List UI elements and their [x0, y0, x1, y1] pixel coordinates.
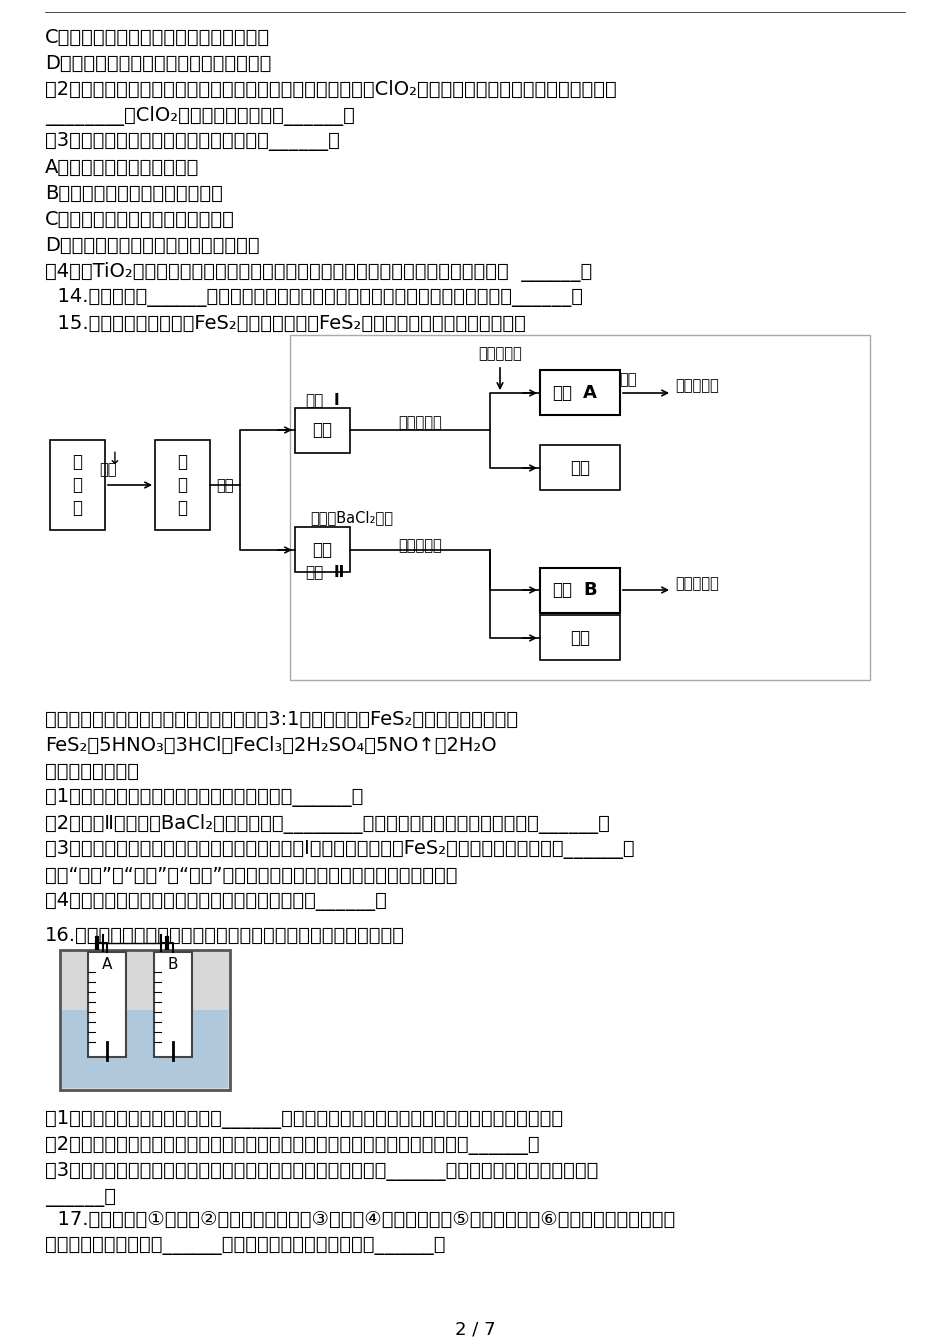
Text: II: II	[334, 564, 345, 581]
Text: 溶液: 溶液	[313, 422, 332, 439]
Text: 「2」在水的净化过程中，常用活性炭去除异味和色素，并参加ClO₂进行杀菌和消毒。其中活性炭的作用是: 「2」在水的净化过程中，常用活性炭去除异味和色素，并参加ClO₂进行杀菌和消毒。…	[45, 81, 617, 99]
Text: 「3」上图是实验室电解水的简易装置。用量筒代替试管的优点是______。试写出电解水的化学方程式: 「3」上图是实验室电解水的简易装置。用量筒代替试管的优点是______。试写出电…	[45, 1163, 598, 1181]
Text: 「1」自然界的水依次通过沉降、______、吸附、消毒等操作进行净化，以到达饮用水的级别。: 「1」自然界的水依次通过沉降、______、吸附、消毒等操作进行净化，以到达饮用…	[45, 1110, 563, 1129]
Text: 16.水是一种重要的自然资源，是人类生活、生产必不可少的物质。: 16.水是一种重要的自然资源，是人类生活、生产必不可少的物质。	[45, 926, 405, 945]
Text: 混: 混	[178, 453, 187, 472]
Text: 纯洁物的是「填序号」______，属于混合物的是「填序号」______．: 纯洁物的是「填序号」______，属于混合物的是「填序号」______．	[45, 1236, 446, 1255]
Text: 「3」通常黄铁矿中会含有其它金属杂质，用方法Ⅰ测定黄铁矿试样中FeS₂的含量时，测定结果会______。: 「3」通常黄铁矿中会含有其它金属杂质，用方法Ⅰ测定黄铁矿试样中FeS₂的含量时，…	[45, 840, 635, 859]
Text: 合: 合	[178, 476, 187, 495]
Text: 王水: 王水	[99, 462, 117, 477]
Bar	[62, 1009, 228, 1089]
Text: I: I	[334, 392, 340, 409]
Text: 铁: 铁	[72, 476, 83, 495]
Text: 「2」方法Ⅱ中加足量BaCl₂溶液的作用是________，写出与氯化钇反响的化学方程式______。: 「2」方法Ⅱ中加足量BaCl₂溶液的作用是________，写出与氯化钇反响的化…	[45, 814, 610, 835]
Bar	[155, 439, 210, 530]
Text: 方法: 方法	[305, 392, 323, 409]
Text: ________，ClO₂中氯元素的化合价是______。: ________，ClO₂中氯元素的化合价是______。	[45, 106, 355, 126]
Text: D．明矾是常用的絮凝剂，可以用来净水: D．明矾是常用的絮凝剂，可以用来净水	[45, 237, 259, 255]
Text: 过滤: 过滤	[217, 478, 234, 493]
Text: A: A	[583, 384, 597, 402]
Text: 2 / 7: 2 / 7	[455, 1320, 495, 1339]
Text: A: A	[102, 957, 112, 972]
Text: 过滤、洗洤: 过滤、洗洤	[398, 415, 442, 430]
Text: 「4」工业上一般不直接用黄铁矿冶炼铁的原因是：______．: 「4」工业上一般不直接用黄铁矿冶炼铁的原因是：______．	[45, 892, 387, 911]
Text: 「填“偏高”或“偏低”或“不变”」「测定过程中由操作产生的误差可忽略。」: 「填“偏高”或“偏低”或“不变”」「测定过程中由操作产生的误差可忽略。」	[45, 866, 458, 884]
Text: ：王水「王水是浓盐酸和浓确酸按体积比为3:1混合而成」与FeS₂反响的化学方程式：: ：王水「王水是浓盐酸和浓确酸按体积比为3:1混合而成」与FeS₂反响的化学方程式…	[45, 710, 518, 728]
Text: 14.纯洁物是由______「相同的、不同的」微粒构成的，不同种微粒构成的物质是______。: 14.纯洁物是由______「相同的、不同的」微粒构成的，不同种微粒构成的物质是…	[45, 288, 583, 306]
Text: ______。: ______。	[45, 1188, 116, 1207]
Bar	[295, 527, 350, 573]
Bar	[540, 569, 620, 613]
Text: 「2」硬水会给生活、生产带来许多麻烦，日常生活中常用来降低水的硬度方法是______。: 「2」硬水会给生活、生产带来许多麻烦，日常生活中常用来降低水的硬度方法是____…	[45, 1136, 540, 1154]
Text: 加足量BaCl₂溶液: 加足量BaCl₂溶液	[310, 509, 393, 526]
Bar	[295, 409, 350, 453]
Text: 灼烧: 灼烧	[619, 372, 636, 387]
Text: B: B	[583, 581, 597, 599]
Text: 15.黄铁矿的主要成分是FeS₂。测定黄铁矿中FeS₂含量的两种方法如以下图所示：: 15.黄铁矿的主要成分是FeS₂。测定黄铁矿中FeS₂含量的两种方法如以下图所示…	[45, 314, 526, 333]
Text: 滤渣: 滤渣	[313, 540, 332, 559]
Text: D．不同雪花中，水分子的数目都是巨大的: D．不同雪花中，水分子的数目都是巨大的	[45, 54, 272, 73]
Text: 请答复以下问题：: 请答复以下问题：	[45, 762, 139, 781]
Text: C．不同雪花中，水分子的化学性质不相同: C．不同雪花中，水分子的化学性质不相同	[45, 28, 270, 47]
Bar	[88, 952, 126, 1056]
Text: 方法: 方法	[305, 564, 323, 581]
Bar	[540, 445, 620, 491]
Bar	[50, 439, 105, 530]
Text: A．自然界中的水都是混合物: A．自然界中的水都是混合物	[45, 159, 199, 177]
Text: ↓: ↓	[108, 450, 122, 468]
Text: 加足量氯水: 加足量氯水	[478, 345, 522, 362]
Text: 17.以下物质：①氧气；②人体呼出的气体；③液氮；④冰水混合物；⑤五氧化二磷；⑥洁净的空气．其中属于: 17.以下物质：①氧气；②人体呼出的气体；③液氮；④冰水混合物；⑤五氧化二磷；⑥…	[45, 1210, 675, 1228]
Bar	[290, 335, 870, 680]
Bar	[540, 616, 620, 660]
Bar	[540, 370, 620, 415]
Text: 物: 物	[178, 499, 187, 516]
Text: 黄: 黄	[72, 453, 83, 472]
Bar	[60, 950, 230, 1090]
Text: 滤液: 滤液	[570, 458, 590, 477]
Text: FeS₂＋5HNO₃＋3HCl＝FeCl₃＋2H₂SO₄＋5NO↑＋2H₂O: FeS₂＋5HNO₃＋3HCl＝FeCl₃＋2H₂SO₄＋5NO↑＋2H₂O	[45, 737, 497, 755]
Text: 「3」以下关于水的表达中，正确的选项是______。: 「3」以下关于水的表达中，正确的选项是______。	[45, 132, 340, 151]
Text: 过滤、洗洤: 过滤、洗洤	[398, 538, 442, 552]
Text: B: B	[168, 957, 179, 972]
Text: 「4」在TiO₂作弹化剂和光照条件下，水能分解成氢气和氧气。该反响的化学方程式是  ______。: 「4」在TiO₂作弹化剂和光照条件下，水能分解成氢气和氧气。该反响的化学方程式是…	[45, 262, 592, 282]
Bar	[154, 952, 192, 1056]
Text: 「1」过滤用的玻璃仪器除烧杯、玻璃棒、还有______。: 「1」过滤用的玻璃仪器除烧杯、玻璃棒、还有______。	[45, 788, 363, 806]
Text: 固体: 固体	[552, 581, 572, 599]
Text: 固体: 固体	[552, 384, 572, 402]
Text: B．水体有自净能力，不会被污染: B．水体有自净能力，不会被污染	[45, 184, 223, 203]
Text: C．工业废水经处理达标后才能排放: C．工业废水经处理达标后才能排放	[45, 210, 235, 228]
Text: 滤液: 滤液	[570, 629, 590, 646]
Text: 矿: 矿	[72, 499, 83, 516]
Text: 冷却、称重: 冷却、称重	[675, 378, 719, 392]
Text: 干燥、称重: 干燥、称重	[675, 577, 719, 591]
